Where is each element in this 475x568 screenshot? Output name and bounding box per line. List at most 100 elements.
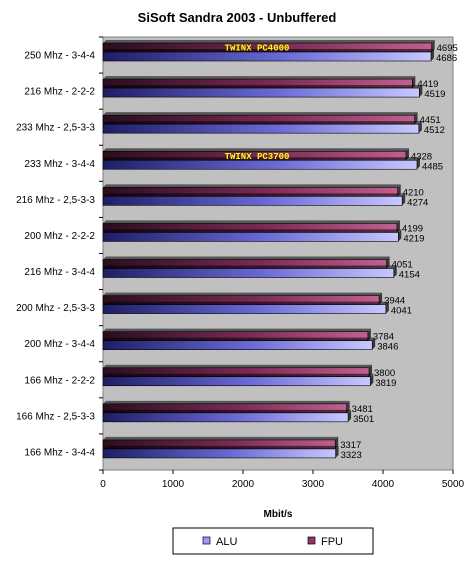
bar-alu-side [402,193,406,206]
x-tick-label: 3000 [302,479,325,490]
bar-fpu-top [103,112,418,116]
bar-alu [102,340,373,350]
bar-alu-top [103,121,422,125]
legend-label-fpu: FPU [321,536,343,548]
bar-alu-top [103,49,435,52]
data-label-alu: 4274 [407,197,428,208]
data-label-alu: 3501 [353,414,374,425]
bar-alu [102,268,395,278]
data-label-fpu: 3800 [374,368,395,379]
bar-alu [102,304,387,314]
legend: ALU FPU [172,527,374,555]
bar-alu-side [370,373,374,386]
data-label-alu: 4519 [424,89,445,100]
legend-label-alu: ALU [216,536,237,548]
data-label-alu: 4512 [424,125,445,136]
bar-alu [102,196,403,206]
bar-fpu-top [103,184,401,188]
data-label-fpu: 4210 [403,187,424,198]
data-label-alu: 3819 [375,378,396,389]
category-label: 216 Mhz - 3-4-4 [24,267,95,278]
category-label: 216 Mhz - 2,5-3-3 [16,195,95,206]
bar-alu-top [103,193,406,197]
data-label-fpu: 3944 [384,296,405,307]
x-tick-label: 2000 [232,479,255,490]
chart-title: SiSoft Sandra 2003 - Unbuffered [138,10,337,25]
bar-alu-side [348,409,352,422]
bar-alu-top [103,85,423,89]
category-label: 166 Mhz - 2-2-2 [24,375,95,386]
x-tick-label: 0 [100,479,106,490]
bar-alu [102,376,371,387]
bar-fpu-top [103,256,390,260]
data-label-alu: 4219 [403,233,424,244]
bar-fpu-top [103,292,383,296]
category-label: 200 Mhz - 2,5-3-3 [16,303,95,314]
data-label-fpu: 4695 [437,43,458,54]
data-label-fpu: 4328 [411,151,432,162]
category-label: 216 Mhz - 2-2-2 [24,87,95,98]
data-label-fpu: 3481 [352,404,373,415]
category-label: 233 Mhz - 3-4-4 [24,159,95,170]
x-tick-label: 5000 [442,479,465,490]
bar-fpu-top [103,220,400,224]
bar-fpu-top [103,40,435,43]
bar-alu [102,232,399,242]
data-label-alu: 4154 [399,270,420,281]
bar-alu [102,123,420,134]
bar-alu [102,87,420,98]
bar-alu [102,448,336,459]
data-label-alu: 3846 [377,342,398,353]
bar-alu [102,412,349,423]
legend-swatch-alu [202,536,211,545]
category-label: 250 Mhz - 3-4-4 [24,51,95,62]
bar-alu-top [103,229,402,233]
plot-background [102,36,454,471]
category-label: 200 Mhz - 3-4-4 [24,339,95,350]
bar-annotation: TWINX PC4000 [225,44,290,54]
bar-fpu-top [103,328,371,332]
bar-alu-side [385,301,389,314]
x-axis-title: Mbit/s [264,509,293,520]
bar-annotation: TWINX PC3700 [225,152,290,162]
bar-alu-side [418,121,422,134]
data-label-alu: 4686 [436,53,457,64]
bar-alu-side [431,49,435,61]
bar-fpu-top [103,76,416,80]
bar-alu-side [419,85,423,98]
bar-alu-side [398,229,402,242]
bar-alu-top [103,301,389,305]
bar-fpu-top [103,364,372,368]
bar-alu [102,51,432,62]
data-label-fpu: 4451 [420,115,441,126]
legend-swatch-fpu [307,536,316,545]
data-label-fpu: 3784 [373,332,394,343]
bar-alu-top [103,265,397,269]
category-label: 200 Mhz - 2-2-2 [24,231,95,242]
category-label: 166 Mhz - 2,5-3-3 [16,411,95,422]
data-label-fpu: 3317 [340,440,361,451]
data-label-fpu: 4419 [417,79,438,90]
bar-fpu-top [103,436,339,440]
bar-alu-side [393,265,397,278]
bar-alu-side [335,445,339,458]
bar-fpu-top [103,148,409,152]
bar-alu [102,159,418,170]
data-label-alu: 4485 [422,161,443,172]
bar-alu-top [103,445,339,449]
bar-alu-top [103,373,374,377]
data-label-alu: 3323 [341,450,362,461]
x-tick-label: 1000 [162,479,185,490]
bar-alu-top [103,157,420,161]
data-label-alu: 4041 [391,306,412,317]
category-label: 233 Mhz - 2,5-3-3 [16,123,95,134]
bar-alu-side [416,157,420,170]
bar-fpu-top [103,400,350,404]
bar-alu-top [103,337,376,341]
bar-alu-side [372,337,376,350]
x-tick-label: 4000 [372,479,395,490]
category-label: 166 Mhz - 3-4-4 [24,447,95,458]
